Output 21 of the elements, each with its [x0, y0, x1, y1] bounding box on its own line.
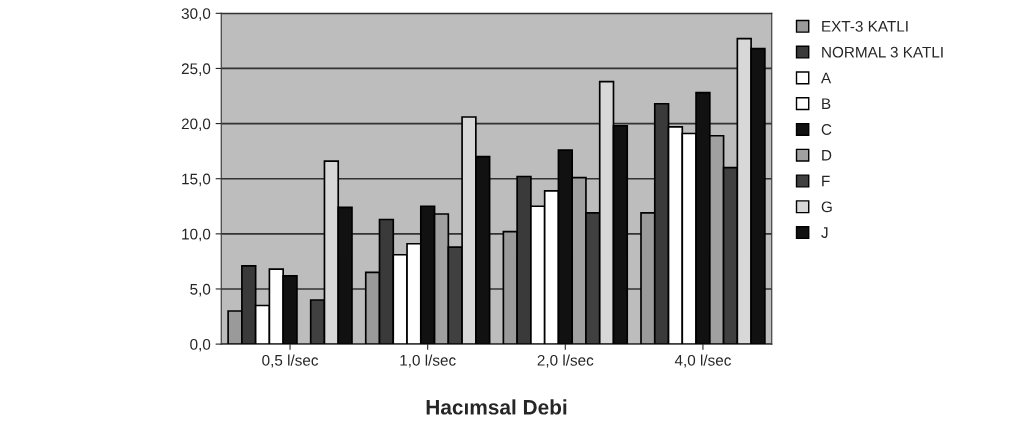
y-tick-label: 5,0 [190, 283, 211, 297]
y-tick-label: 15,0 [182, 173, 211, 187]
x-tick-label: 2,0 l/sec [537, 354, 594, 368]
x-tick-label: 0,5 l/sec [262, 354, 319, 368]
legend-label: D [822, 150, 832, 161]
legend-label: C [821, 124, 832, 135]
y-tick-label: 30,0 [181, 8, 211, 21]
legend-label: F [822, 175, 830, 187]
legend-label: EXT-3 KATLI [822, 20, 908, 32]
y-tick-label: 25,0 [181, 63, 211, 76]
legend-label: B [822, 98, 831, 109]
y-tick-label: 10,0 [182, 228, 211, 242]
x-tick-label: 4,0 l/sec [674, 354, 731, 368]
legend-label: G [821, 201, 832, 213]
y-tick-label: 20,0 [181, 118, 211, 132]
legend-label: NORMAL 3 KATLI [822, 46, 943, 58]
y-tick-label: 0,0 [190, 338, 211, 352]
x-axis-title: Hacımsal Debi [426, 399, 567, 415]
legend-label: A [820, 72, 832, 84]
legend-label: J [821, 227, 828, 239]
x-tick-label: 1,0 l/sec [400, 354, 456, 368]
